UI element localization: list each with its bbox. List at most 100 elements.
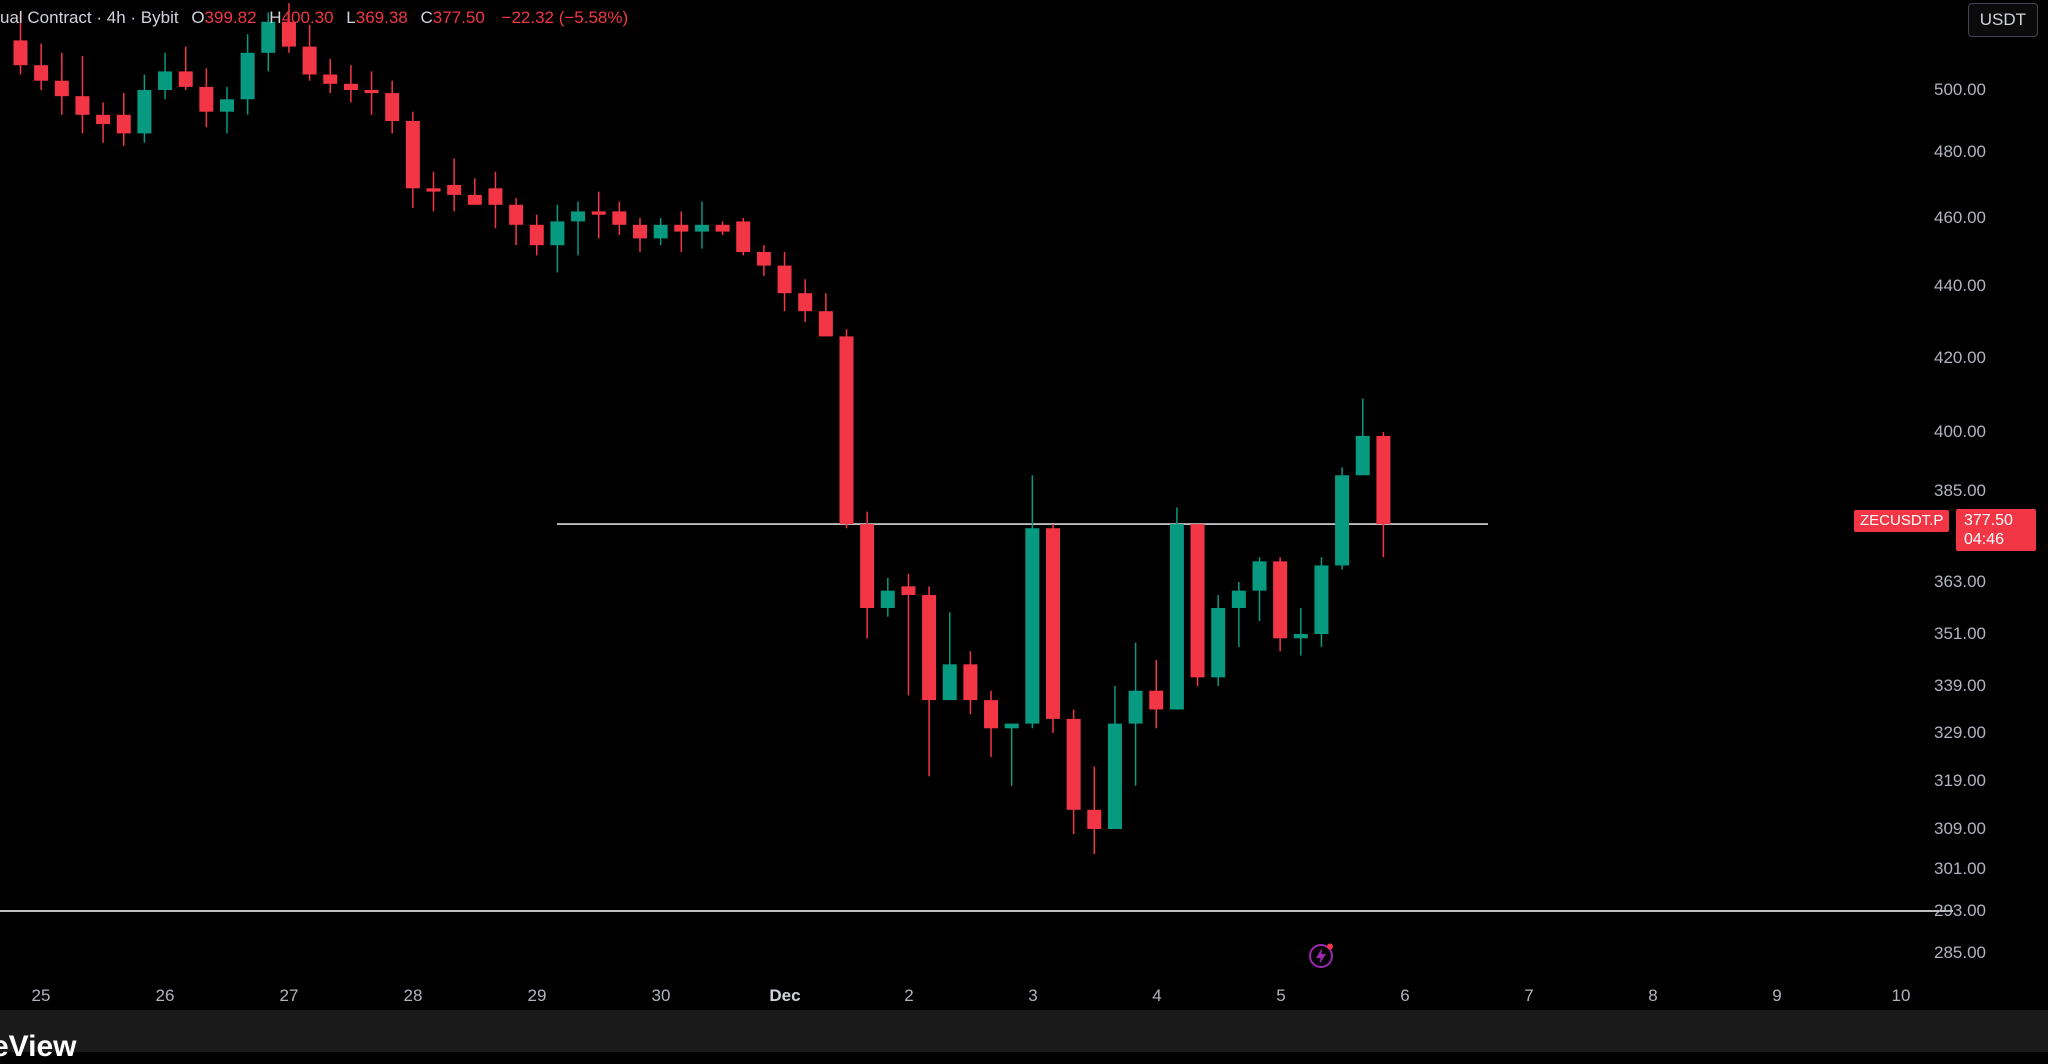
candle[interactable] bbox=[674, 211, 689, 252]
candle[interactable] bbox=[1314, 557, 1329, 647]
brand-logo-text: eView bbox=[0, 1030, 77, 1063]
candle[interactable] bbox=[302, 24, 317, 81]
price-tick-label: 293.00 bbox=[1934, 901, 1986, 920]
candle[interactable] bbox=[1087, 766, 1102, 854]
candle[interactable] bbox=[385, 80, 400, 134]
candle[interactable] bbox=[1231, 582, 1246, 647]
candle[interactable] bbox=[612, 201, 627, 236]
candle-body bbox=[426, 188, 441, 192]
close-label: C bbox=[420, 8, 433, 27]
candle[interactable] bbox=[1107, 686, 1122, 829]
candle[interactable] bbox=[281, 3, 296, 53]
candle[interactable] bbox=[1149, 660, 1164, 729]
candle[interactable] bbox=[818, 293, 833, 337]
candle-body bbox=[54, 80, 69, 97]
candle[interactable] bbox=[1376, 432, 1391, 558]
candle[interactable] bbox=[323, 59, 338, 94]
candle-body bbox=[240, 52, 255, 100]
candle[interactable] bbox=[591, 191, 606, 239]
candle[interactable] bbox=[571, 201, 586, 256]
candle[interactable] bbox=[447, 158, 462, 212]
lightning-bolt-icon[interactable] bbox=[1308, 943, 1334, 969]
candle[interactable] bbox=[426, 171, 441, 212]
candle[interactable] bbox=[405, 111, 420, 209]
candle-body bbox=[281, 21, 296, 47]
candle[interactable] bbox=[777, 252, 792, 312]
candle[interactable] bbox=[509, 198, 524, 246]
candle[interactable] bbox=[1211, 595, 1226, 686]
candle-body bbox=[818, 311, 833, 337]
price-tick-label: 460.00 bbox=[1934, 208, 1986, 227]
candle[interactable] bbox=[261, 12, 276, 72]
candle[interactable] bbox=[1273, 557, 1288, 652]
candle[interactable] bbox=[488, 171, 503, 229]
candle[interactable] bbox=[1252, 557, 1267, 621]
candle[interactable] bbox=[1335, 467, 1350, 570]
candle-body bbox=[1335, 475, 1350, 566]
candle[interactable] bbox=[1004, 723, 1019, 786]
date-tick-label: 25 bbox=[31, 986, 51, 1005]
candle[interactable] bbox=[116, 93, 131, 146]
candle[interactable] bbox=[901, 573, 916, 696]
candle-body bbox=[1314, 565, 1329, 634]
candle[interactable] bbox=[694, 201, 709, 249]
candle-body bbox=[1273, 561, 1288, 639]
candle[interactable] bbox=[364, 71, 379, 115]
candlestick-chart[interactable] bbox=[0, 0, 1953, 1010]
candle[interactable] bbox=[178, 46, 193, 90]
candle-body bbox=[984, 700, 999, 729]
date-tick-label: 3 bbox=[1028, 986, 1038, 1005]
candle[interactable] bbox=[798, 279, 813, 322]
candle[interactable] bbox=[550, 204, 565, 273]
candle[interactable] bbox=[963, 651, 978, 715]
candle[interactable] bbox=[860, 511, 875, 639]
candle[interactable] bbox=[75, 55, 90, 134]
candle[interactable] bbox=[467, 178, 482, 205]
candle[interactable] bbox=[1169, 507, 1184, 710]
candle[interactable] bbox=[942, 612, 957, 701]
currency-button[interactable]: USDT bbox=[1967, 3, 2038, 37]
candle[interactable] bbox=[756, 245, 771, 276]
candle[interactable] bbox=[1190, 524, 1205, 686]
candle[interactable] bbox=[1355, 398, 1370, 476]
candle[interactable] bbox=[34, 43, 49, 91]
price-tick-label: 400.00 bbox=[1934, 422, 1986, 441]
candle[interactable] bbox=[880, 577, 895, 617]
candle[interactable] bbox=[343, 65, 358, 103]
candle[interactable] bbox=[715, 221, 730, 235]
candle-body bbox=[529, 224, 544, 246]
chart-area[interactable] bbox=[0, 0, 1953, 1010]
candle[interactable] bbox=[158, 52, 173, 100]
candle-body bbox=[633, 224, 647, 239]
candle[interactable] bbox=[240, 34, 255, 115]
candle-body bbox=[839, 336, 854, 525]
candle-body bbox=[178, 71, 193, 87]
candle[interactable] bbox=[220, 86, 234, 134]
candle[interactable] bbox=[1066, 709, 1081, 835]
candle[interactable] bbox=[922, 586, 937, 777]
candle[interactable] bbox=[1025, 475, 1040, 729]
date-tick-label: 2 bbox=[904, 986, 914, 1005]
candle[interactable] bbox=[1128, 642, 1143, 786]
candle-body bbox=[1169, 524, 1184, 710]
date-tick-label: 29 bbox=[527, 986, 547, 1005]
candle-body bbox=[694, 224, 709, 232]
candle[interactable] bbox=[736, 218, 751, 256]
candle-body bbox=[13, 40, 28, 66]
last-price-value: 377.50 bbox=[1964, 512, 2013, 529]
candle[interactable] bbox=[199, 68, 214, 128]
candle[interactable] bbox=[13, 12, 28, 75]
candle-body bbox=[736, 221, 751, 252]
candle-body bbox=[901, 586, 916, 595]
candle[interactable] bbox=[529, 214, 544, 256]
candle-body bbox=[880, 590, 895, 608]
candle[interactable] bbox=[1046, 524, 1060, 733]
candle[interactable] bbox=[984, 690, 999, 757]
candle[interactable] bbox=[137, 74, 152, 143]
candle[interactable] bbox=[1293, 608, 1308, 656]
candle[interactable] bbox=[653, 218, 668, 246]
candle[interactable] bbox=[839, 329, 854, 529]
candle[interactable] bbox=[54, 52, 69, 115]
candle[interactable] bbox=[96, 102, 111, 143]
candle[interactable] bbox=[633, 218, 647, 252]
